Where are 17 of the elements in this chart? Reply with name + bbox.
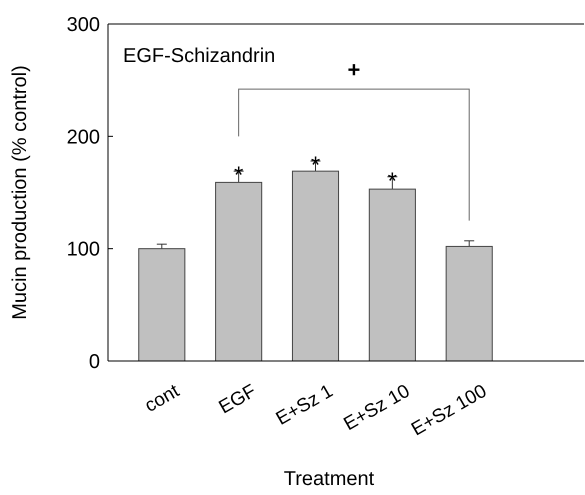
bar [446,246,493,362]
y-tick-label: 300 [66,14,100,36]
y-tick-label: 100 [66,238,100,261]
y-tick-label: 0 [88,351,100,373]
x-axis-title: Treatment [284,468,375,490]
annotation: + [347,57,360,82]
y-tick-label: 200 [66,126,100,148]
bar [292,170,340,362]
x-tick-label: E+Sz 1 [272,380,337,430]
x-tick-label: E+Sz 100 [408,380,490,440]
text: EGF-Schizandrin [123,45,276,67]
bar [368,188,416,362]
x-tick-label: cont [141,380,184,417]
x-tick-label: EGF [215,380,260,418]
y-axis-title: Mucin production (% control) [9,65,31,320]
bar [138,248,186,362]
bar [215,182,262,362]
